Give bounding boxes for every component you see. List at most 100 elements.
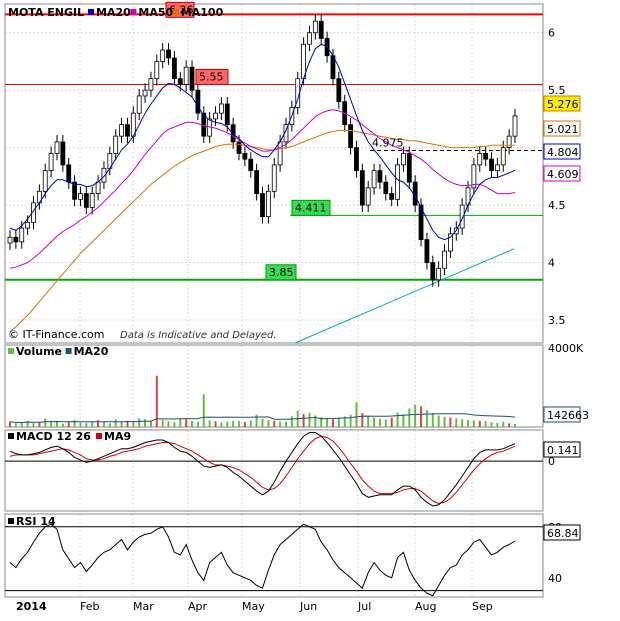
volume-bar <box>9 421 11 427</box>
volume-bar <box>343 416 346 427</box>
candle-body <box>371 170 377 189</box>
candle-body <box>236 141 242 154</box>
volume-bar <box>284 421 287 427</box>
candle-body <box>406 152 412 183</box>
candle-body <box>7 236 13 244</box>
candle-body <box>242 152 248 160</box>
candle-body <box>183 66 189 85</box>
volume-bar <box>414 404 417 427</box>
candle-body <box>42 170 48 192</box>
candle-body <box>483 152 489 160</box>
rsi-line <box>9 523 516 597</box>
candle-body <box>506 135 512 149</box>
candle-body <box>142 89 148 97</box>
candle-body <box>125 124 130 137</box>
volume-bar <box>132 421 135 427</box>
volume-bar <box>449 417 452 427</box>
axis-labels: 65.554.543.54000K080402014FebMarAprMayJu… <box>16 27 584 613</box>
candle-body <box>489 158 494 172</box>
volume-bar <box>490 422 493 427</box>
ma50-line <box>9 109 516 269</box>
x-tick-Jul: Jul <box>357 600 371 613</box>
volume-bar <box>108 423 111 427</box>
volume-bar <box>149 420 152 427</box>
volume-bar <box>326 418 329 427</box>
candle-body <box>448 233 453 252</box>
volume-bar <box>437 415 440 427</box>
macd-value-text: 0.141 <box>547 444 579 457</box>
candle-body <box>418 204 424 240</box>
volume-bar <box>308 412 311 427</box>
volume-bar <box>331 419 334 427</box>
price-levels <box>5 13 543 281</box>
volume-legend-swatch-Volume <box>8 348 14 354</box>
macd-legend-swatch-MA9 <box>96 433 102 439</box>
rsi-value-text: 68.84 <box>547 527 579 540</box>
candle-body <box>389 193 395 200</box>
volume-bar <box>290 416 293 427</box>
candle-body <box>89 193 95 208</box>
price-legend-label-MA50: MA50 <box>138 6 173 19</box>
volume-bar <box>167 421 170 427</box>
candle-body <box>177 78 183 85</box>
volume-bar <box>61 423 64 427</box>
volume-tick: 4000K <box>548 342 584 355</box>
candle-body <box>13 236 19 243</box>
candle-body <box>500 147 506 166</box>
macd-legend-label-MACD 12 26: MACD 12 26 <box>16 430 91 443</box>
volume-bar <box>144 419 147 427</box>
candle-body <box>318 20 324 39</box>
volume-bar <box>208 420 211 427</box>
rsi-line <box>5 523 543 597</box>
volume-bar <box>273 420 276 427</box>
level-label-4.975: 4.975 <box>372 137 404 150</box>
volume-bar <box>202 394 205 427</box>
volume-bar <box>20 422 23 427</box>
volume-bar <box>126 420 129 427</box>
candle-body <box>459 204 465 229</box>
volume-bar <box>496 422 499 427</box>
candle-body <box>213 112 218 120</box>
candle-body <box>359 170 365 206</box>
macd-value-box <box>543 441 581 458</box>
volume-bar <box>214 421 217 427</box>
volume-bar <box>226 421 229 427</box>
volume-bar <box>243 422 246 427</box>
candle-body <box>25 221 31 229</box>
volume-bar <box>14 423 17 427</box>
macd-tick: 0 <box>548 455 555 468</box>
volume-bars <box>9 375 516 427</box>
volume-bar <box>85 423 88 427</box>
volume-bar <box>55 421 58 427</box>
candle-body <box>113 135 119 154</box>
candle-body <box>260 193 265 217</box>
copyright-text: © IT-Finance.com <box>8 328 105 341</box>
volume-bar <box>349 414 352 427</box>
candle-body <box>383 181 389 195</box>
candle-body <box>160 49 166 62</box>
rsi-legend-swatch-RSI 14 <box>8 518 14 524</box>
candle-body <box>19 227 25 243</box>
macd-line <box>9 432 516 507</box>
candle-body <box>365 187 371 206</box>
candle-body <box>48 152 54 172</box>
rsi-legend-label-RSI 14: RSI 14 <box>16 515 56 528</box>
volume-bar <box>337 417 340 427</box>
x-tick-2014: 2014 <box>16 600 47 613</box>
candle-body <box>477 152 483 166</box>
volume-bar <box>314 415 317 427</box>
volume-bar <box>472 420 475 427</box>
volume-bar <box>191 420 194 427</box>
candle-body <box>195 89 201 114</box>
ma20-line <box>9 43 516 241</box>
value-5276-text: 5.276 <box>547 98 579 111</box>
volume-bar <box>420 406 423 427</box>
candle-body <box>78 193 83 200</box>
candle-body <box>307 32 312 45</box>
candle-body <box>442 250 447 269</box>
candle-body <box>424 239 430 263</box>
volume-bar <box>67 422 70 427</box>
volume-bar <box>384 419 387 427</box>
volume-bar <box>408 408 411 427</box>
